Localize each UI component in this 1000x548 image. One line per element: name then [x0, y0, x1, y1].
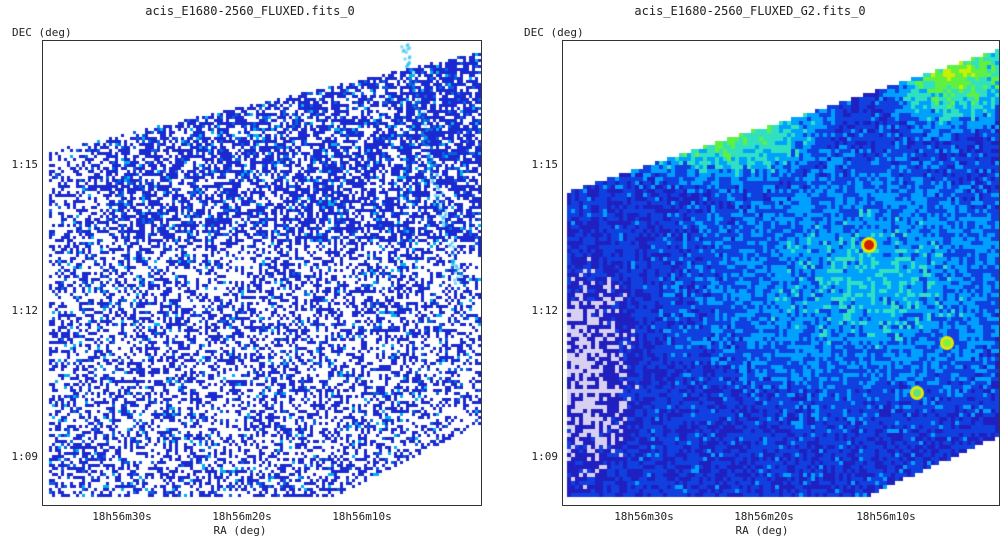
x-tick-label: 18h56m20s [212, 510, 272, 523]
y-tick-label: 1:15 [531, 158, 559, 171]
panel-title: acis_E1680-2560_FLUXED.fits_0 [145, 4, 355, 18]
binned-counts-image [43, 41, 481, 505]
y-tick-label: 1:09 [11, 450, 39, 463]
y-axis-label: DEC (deg) [12, 26, 72, 39]
smoothed-heatmap-image [563, 41, 999, 505]
image-canvas-right[interactable] [562, 40, 1000, 506]
right-image-panel: acis_E1680-2560_FLUXED_G2.fits_0 DEC (de… [500, 0, 1000, 548]
panel-title: acis_E1680-2560_FLUXED_G2.fits_0 [634, 4, 866, 18]
x-tick-label: 18h56m30s [614, 510, 674, 523]
x-tick-label: 18h56m30s [92, 510, 152, 523]
y-axis-label: DEC (deg) [524, 26, 584, 39]
x-tick-label: 18h56m10s [856, 510, 916, 523]
y-tick-label: 1:12 [531, 304, 559, 317]
image-canvas-left[interactable] [42, 40, 482, 506]
x-axis-label: RA (deg) [735, 524, 789, 537]
left-image-panel: acis_E1680-2560_FLUXED.fits_0 DEC (deg) … [11, 4, 482, 537]
x-tick-label: 18h56m10s [332, 510, 392, 523]
y-tick-label: 1:15 [11, 158, 39, 171]
x-tick-label: 18h56m20s [734, 510, 794, 523]
x-axis-label: RA (deg) [213, 524, 267, 537]
y-tick-label: 1:09 [531, 450, 559, 463]
y-tick-label: 1:12 [11, 304, 39, 317]
